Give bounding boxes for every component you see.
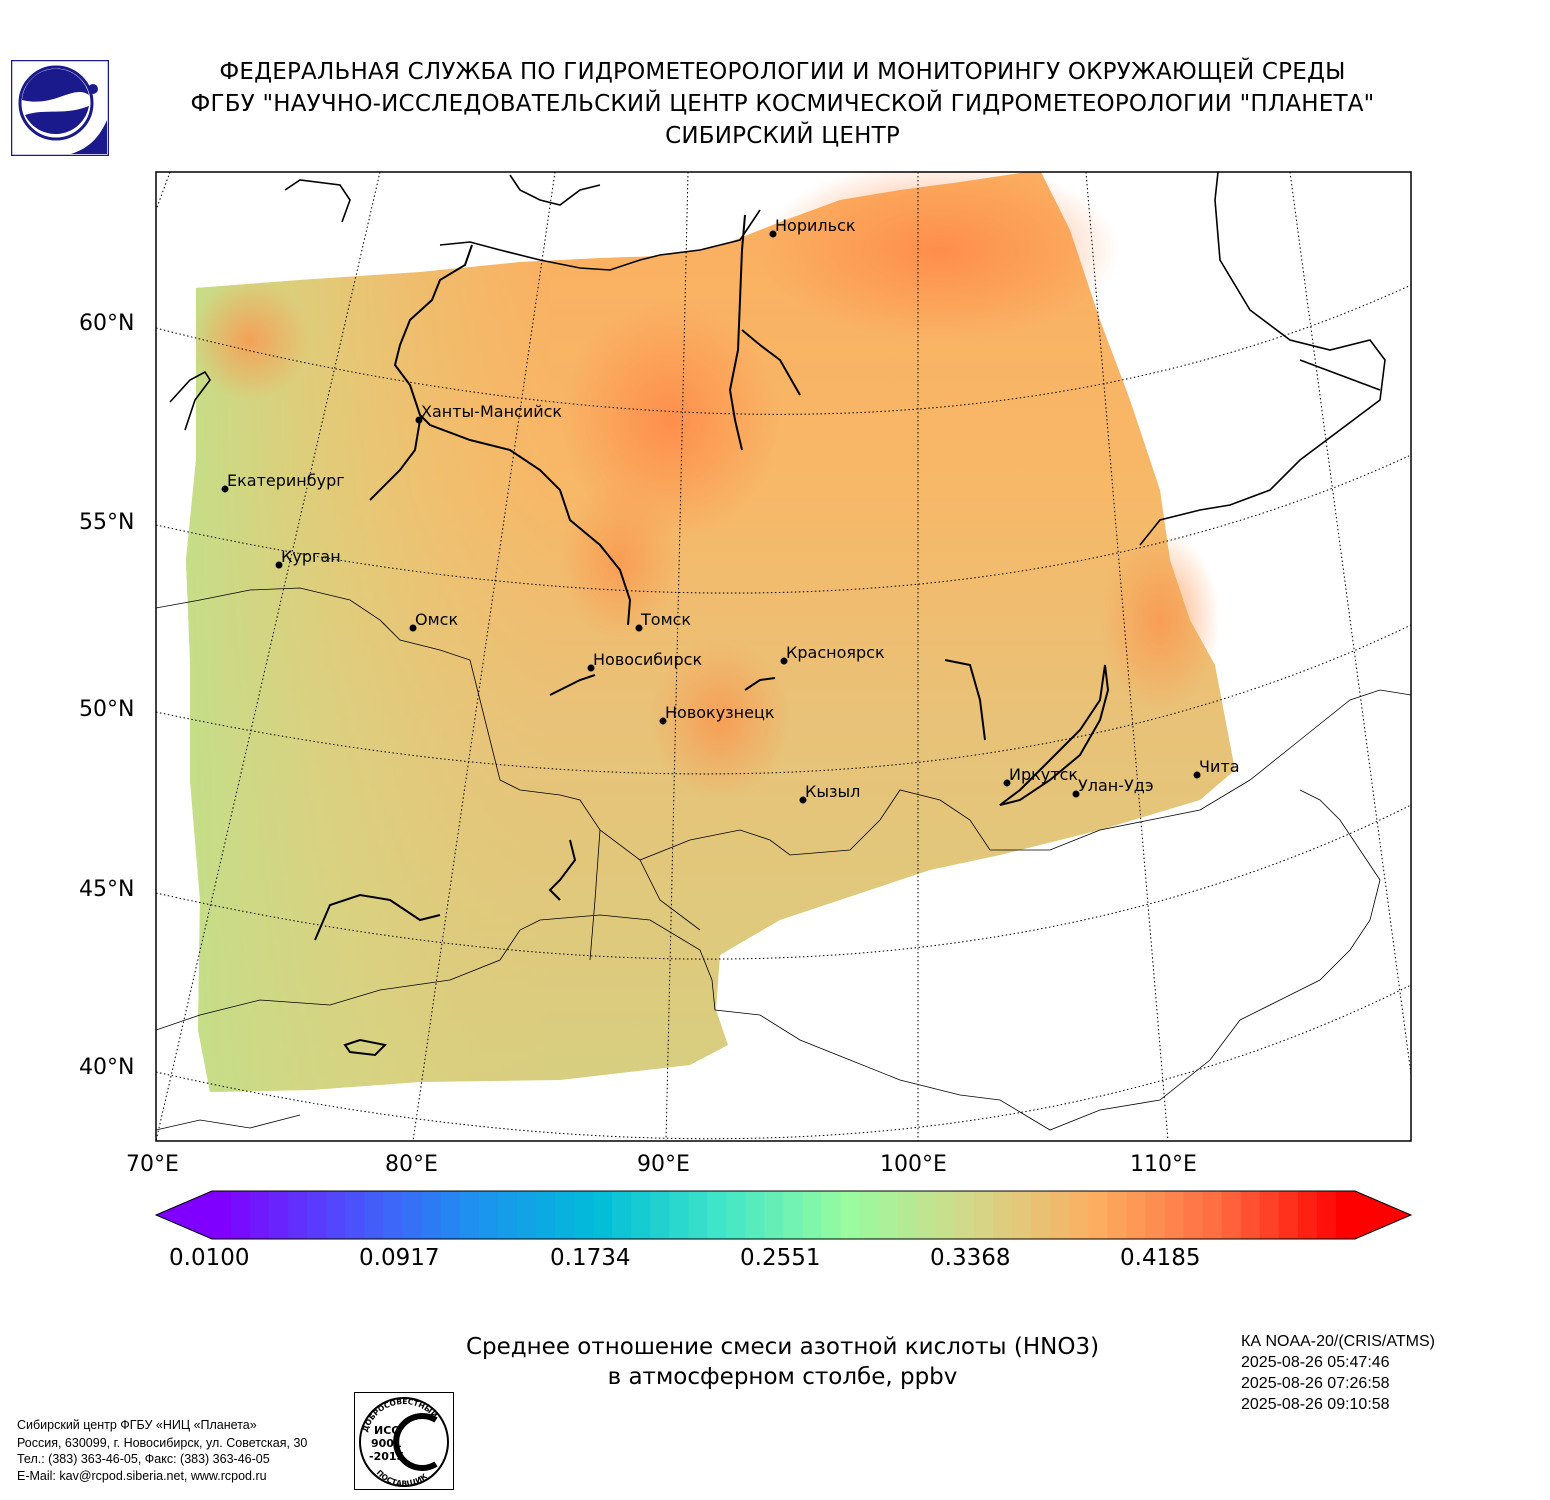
lon-label-70: 70°E xyxy=(126,1152,179,1177)
city-label: Кызыл xyxy=(805,782,860,801)
city-label: Красноярск xyxy=(786,643,885,662)
lat-label-55: 55°N xyxy=(79,510,135,535)
city-label: Курган xyxy=(281,547,341,566)
colorbar-tick-5: 0.4185 xyxy=(1120,1245,1201,1271)
lon-label-80: 80°E xyxy=(385,1152,438,1177)
lat-label-45: 45°N xyxy=(79,877,135,902)
lon-label-100: 100°E xyxy=(880,1152,947,1177)
svg-text:ИСО: ИСО xyxy=(374,1424,401,1437)
coastlines xyxy=(169,172,1386,546)
city-label: Томск xyxy=(640,610,691,629)
address-line-3: Тел.: (383) 363-46-05, Факс: (383) 363-4… xyxy=(17,1452,270,1466)
lon-label-110: 110°E xyxy=(1130,1152,1197,1177)
header-line-1: ФЕДЕРАЛЬНАЯ СЛУЖБА ПО ГИДРОМЕТЕОРОЛОГИИ … xyxy=(219,59,1346,85)
planeta-logo xyxy=(11,60,109,156)
city-dot xyxy=(769,230,777,238)
colorbar-tick-2: 0.1734 xyxy=(550,1245,631,1271)
city-dot xyxy=(415,416,423,424)
city-label: Новокузнецк xyxy=(665,703,775,722)
lat-label-60: 60°N xyxy=(79,311,135,336)
satellite-name: КА NOAA-20/(CRIS/ATMS) xyxy=(1241,1333,1435,1350)
address-line-4: E-Mail: kav@rcpod.siberia.net, www.rcpod… xyxy=(17,1469,267,1483)
address-line-2: Россия, 630099, г. Новосибирск, ул. Сове… xyxy=(17,1436,308,1450)
city-label: Норильск xyxy=(775,216,856,235)
chart-caption: Среднее отношение смеси азотной кислоты … xyxy=(380,1332,1185,1392)
pass-time-2: 2025-08-26 07:26:58 xyxy=(1241,1375,1390,1392)
city-dot xyxy=(659,717,667,725)
caption-line-2: в атмосферном столбе, ppbv xyxy=(607,1364,958,1390)
city-dot xyxy=(587,664,595,672)
caption-line-1: Среднее отношение смеси азотной кислоты … xyxy=(465,1334,1100,1360)
address-line-1: Сибирский центр ФГБУ «НИЦ «Планета» xyxy=(17,1418,257,1432)
svg-text:-2015: -2015 xyxy=(369,1450,404,1463)
lat-label-50: 50°N xyxy=(79,697,135,722)
city-dot xyxy=(409,624,417,632)
iso-9001-badge: ДОБРОСОВЕСТНЫЙ ПОСТАВЩИК ИСО 9001 -2015 xyxy=(354,1392,454,1490)
city-dot xyxy=(275,561,283,569)
city-dot xyxy=(1072,790,1080,798)
header-line-2: ФГБУ "НАУЧНО-ИССЛЕДОВАТЕЛЬСКИЙ ЦЕНТР КОС… xyxy=(190,91,1375,117)
colorbar-tick-3: 0.2551 xyxy=(740,1245,821,1271)
city-label: Екатеринбург xyxy=(227,471,345,490)
city-dot xyxy=(799,796,807,804)
city-dot xyxy=(780,657,788,665)
high-value-area xyxy=(760,172,1120,340)
colorbar-tick-4: 0.3368 xyxy=(930,1245,1011,1271)
city-dot xyxy=(221,485,229,493)
city-dot xyxy=(635,624,643,632)
colorbar-tick-0: 0.0100 xyxy=(169,1245,250,1271)
city-dot xyxy=(1003,779,1011,787)
city-label: Чита xyxy=(1199,757,1240,776)
city-label: Иркутск xyxy=(1009,765,1078,784)
graticule xyxy=(156,172,1411,1141)
rivers xyxy=(314,214,1110,1057)
city-label: Ханты-Мансийск xyxy=(421,402,562,421)
city-label: Омск xyxy=(415,610,458,629)
lon-label-90: 90°E xyxy=(637,1152,690,1177)
svg-text:9001: 9001 xyxy=(371,1437,402,1450)
city-label: Новосибирск xyxy=(593,650,702,669)
pass-time-3: 2025-08-26 09:10:58 xyxy=(1241,1396,1390,1413)
city-dot xyxy=(1193,771,1201,779)
colorbar-tick-1: 0.0917 xyxy=(359,1245,440,1271)
map-frame xyxy=(155,171,1412,1142)
city-label: Улан-Удэ xyxy=(1078,776,1154,795)
borders xyxy=(156,587,1411,1131)
lat-label-40: 40°N xyxy=(79,1055,135,1080)
header-line-3: СИБИРСКИЙ ЦЕНТР xyxy=(665,123,900,149)
pass-time-1: 2025-08-26 05:47:46 xyxy=(1241,1354,1390,1371)
city-markers: Норильск Ханты-Мансийск Екатеринбург Курган… xyxy=(221,216,1240,804)
